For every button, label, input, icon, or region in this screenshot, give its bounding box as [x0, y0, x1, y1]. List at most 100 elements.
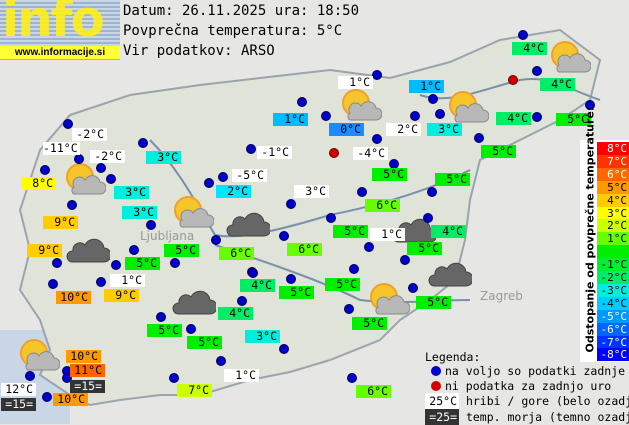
station-dot-available[interactable] [357, 187, 367, 197]
station-dot-available[interactable] [237, 296, 247, 306]
cloudy-icon [226, 212, 272, 242]
logo-url[interactable]: www.informacije.si [0, 46, 120, 59]
station-label: -4°C [353, 147, 388, 160]
station-dot-available[interactable] [408, 283, 418, 293]
scale-title: Odstopanje od povprečne temperature: [583, 106, 597, 353]
station-dot-available[interactable] [344, 304, 354, 314]
station-dot-available[interactable] [204, 178, 214, 188]
station-dot-available[interactable] [211, 235, 221, 245]
station-dot-available[interactable] [410, 111, 420, 121]
scale-row: 8°C [597, 142, 629, 155]
station-dot-available[interactable] [248, 268, 258, 278]
station-dot-available[interactable] [111, 260, 121, 270]
station-label: 4°C [431, 225, 466, 238]
station-label: -11°C [43, 142, 80, 155]
station-dot-available[interactable] [218, 172, 228, 182]
station-dot-available[interactable] [186, 324, 196, 334]
station-dot-available[interactable] [297, 97, 307, 107]
station-dot-available[interactable] [423, 213, 433, 223]
station-dot-available[interactable] [96, 163, 106, 173]
scale-row: -3°C [597, 283, 629, 297]
station-dot-available[interactable] [518, 30, 528, 40]
legend-missing: ni podatka za zadnjo uro [431, 378, 611, 394]
station-dot-available[interactable] [279, 231, 289, 241]
station-label: 6°C [287, 243, 322, 256]
station-label: 6°C [365, 199, 400, 212]
station-dot-available[interactable] [96, 277, 106, 287]
station-dot-available[interactable] [585, 100, 595, 110]
station-dot-available[interactable] [74, 154, 84, 164]
partly-cloudy-icon [168, 193, 215, 233]
station-label: 1°C [273, 113, 308, 126]
station-label: 1°C [409, 80, 444, 93]
station-dot-missing[interactable] [329, 148, 339, 158]
legend-available-text: na voljo so podatki zadnje ure [445, 364, 629, 378]
scale-row: 2°C [597, 219, 629, 233]
station-dot-available[interactable] [63, 119, 73, 129]
station-dot-available[interactable] [52, 258, 62, 268]
station-dot-available[interactable] [532, 112, 542, 122]
scale-row: -4°C [597, 296, 629, 310]
station-dot-available[interactable] [156, 312, 166, 322]
station-dot-available[interactable] [349, 264, 359, 274]
station-dot-available[interactable] [364, 242, 374, 252]
station-dot-available[interactable] [62, 373, 72, 383]
station-label: 5°C [556, 113, 591, 126]
station-label: 5°C [352, 317, 387, 330]
scale-row: 6°C [597, 167, 629, 181]
logo[interactable]: info www.informacije.si [0, 0, 120, 60]
slovenia-outline [18, 28, 602, 407]
station-dot-available[interactable] [347, 373, 357, 383]
station-label: 5°C [435, 173, 470, 186]
scale-row: 4°C [597, 193, 629, 207]
station-dot-available[interactable] [279, 344, 289, 354]
station-dot-available[interactable] [246, 144, 256, 154]
partly-cloudy-icon [443, 88, 490, 128]
date-time: Datum: 26.11.2025 ura: 18:50 [123, 3, 360, 19]
station-label: 3°C [146, 151, 181, 164]
station-dot-available[interactable] [40, 165, 50, 175]
station-dot-available[interactable] [372, 134, 382, 144]
station-label: 2°C [216, 185, 251, 198]
station-dot-available[interactable] [286, 199, 296, 209]
station-dot-available[interactable] [474, 133, 484, 143]
legend-sea-text: temp. morja (temno ozadje) [465, 410, 629, 424]
station-label: 12°C [1, 383, 36, 396]
station-dot-available[interactable] [169, 373, 179, 383]
station-dot-available[interactable] [67, 200, 77, 210]
station-label: 3°C [122, 206, 157, 219]
station-dot-available[interactable] [48, 279, 58, 289]
station-dot-available[interactable] [321, 111, 331, 121]
station-dot-missing[interactable] [508, 75, 518, 85]
scale-row: 5°C [597, 180, 629, 194]
station-dot-available[interactable] [42, 392, 52, 402]
station-dot-available[interactable] [435, 109, 445, 119]
station-dot-available[interactable] [427, 187, 437, 197]
station-dot-available[interactable] [129, 245, 139, 255]
station-dot-available[interactable] [400, 255, 410, 265]
station-dot-available[interactable] [170, 258, 180, 268]
station-label: 3°C [294, 185, 329, 198]
station-dot-available[interactable] [428, 94, 438, 104]
legend-mountain-text: hribi / gore (belo ozadje) [465, 394, 629, 408]
station-label: 10°C [56, 291, 91, 304]
station-dot-available[interactable] [106, 174, 116, 184]
station-dot-available[interactable] [286, 274, 296, 284]
station-dot-available[interactable] [146, 220, 156, 230]
station-label: 9°C [27, 244, 62, 257]
scale-row: 1°C [597, 232, 629, 246]
station-label: 5°C [416, 296, 451, 309]
station-dot-available[interactable] [138, 138, 148, 148]
station-label: -2°C [90, 150, 125, 163]
station-dot-available[interactable] [216, 356, 226, 366]
legend-title: Legenda: [425, 350, 481, 364]
station-dot-available[interactable] [25, 371, 35, 381]
station-dot-available[interactable] [532, 66, 542, 76]
deviation-color-scale: Odstopanje od povprečne temperature: 8°C… [580, 106, 629, 362]
station-label: 7°C [177, 384, 212, 397]
station-label: 11°C [70, 364, 105, 377]
station-dot-available[interactable] [326, 213, 336, 223]
scale-row: -6°C [597, 322, 629, 336]
city-label-ljubljana: Ljubljana [140, 229, 194, 243]
station-dot-available[interactable] [372, 70, 382, 80]
